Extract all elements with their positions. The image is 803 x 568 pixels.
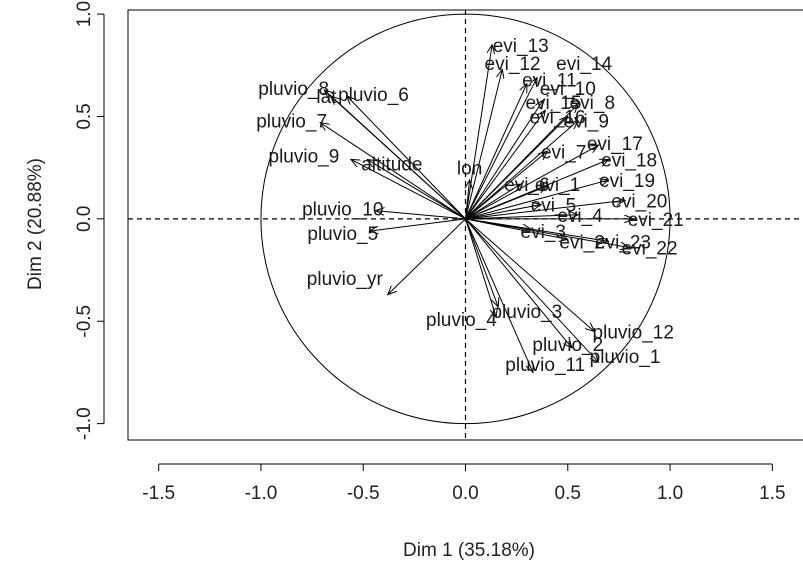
label-evi-13: evi_13 [493, 36, 549, 57]
label-evi-14: evi_14 [556, 54, 612, 75]
label-evi-20: evi_20 [611, 191, 667, 212]
x-tick-label: -1.0 [245, 483, 278, 504]
label-evi-5: evi_5 [531, 196, 576, 217]
label-evi-4: evi_4 [557, 206, 603, 227]
label-evi-19: evi_19 [599, 171, 655, 192]
arrow-evi-14 [465, 78, 538, 220]
label-pluvio-4: pluvio_4 [426, 310, 497, 331]
y-tick-label: -0.5 [74, 305, 95, 338]
y-axis: -1.0 -0.5 0.0 0.5 1.0 [74, 1, 105, 440]
label-pluvio-yr: pluvio_yr [307, 269, 384, 290]
label-evi-23: evi_23 [595, 232, 651, 253]
arrow-pluvio-5 [369, 218, 466, 231]
arrow-pluvio-10 [376, 211, 466, 220]
label-evi-11: evi_11 [522, 71, 577, 92]
label-evi-15: evi_15 [525, 93, 581, 114]
label-evi-17: evi_17 [587, 134, 643, 155]
label-evi-6: evi_6 [504, 175, 549, 196]
label-pluvio-2: pluvio_2 [532, 335, 603, 356]
label-evi-10: evi_10 [540, 79, 596, 100]
arrow-evi-19 [465, 180, 609, 220]
label-pluvio-9: pluvio_9 [269, 146, 340, 167]
plot-clip-group [128, 10, 803, 440]
arrow-pluvio-7 [320, 123, 466, 220]
x-tick-label: 1.0 [657, 483, 683, 504]
plot-frame [127, 9, 803, 441]
label-pluvio-6: pluvio_6 [338, 85, 409, 106]
x-tick-label: 1.5 [759, 483, 785, 504]
arrow-pluvio-1 [465, 218, 599, 362]
arrow-evi-7 [465, 151, 548, 220]
label-pluvio-5: pluvio_5 [307, 224, 378, 245]
x-tick-label: 0.0 [452, 483, 478, 504]
label-evi-7: evi_7 [541, 142, 586, 163]
arrow-lon [466, 180, 470, 219]
arrow-pluvio-6 [347, 96, 466, 220]
label-pluvio-10: pluvio_10 [302, 200, 383, 221]
y-tick-label: -1.0 [74, 407, 95, 440]
label-altitude: altitude [361, 155, 422, 176]
arrow-pluvio-3 [465, 218, 499, 307]
label-pluvio-3: pluvio_3 [491, 302, 562, 323]
arrow-evi-17 [465, 145, 599, 220]
x-tick-label: 0.5 [555, 483, 581, 504]
label-evi-3: evi_3 [521, 222, 566, 243]
label-evi-1: evi_1 [535, 175, 580, 196]
arrow-altitude [367, 159, 466, 220]
arrow-evi-15 [465, 110, 546, 220]
arrow-evi-5 [465, 205, 542, 220]
label-evi-2: evi_2 [559, 232, 604, 253]
label-evi-22: evi_22 [622, 239, 678, 260]
arrow-evi-9 [465, 121, 579, 220]
label-evi-16: evi_16 [530, 107, 586, 128]
x-axis-title: Dim 1 (35.18%) [403, 540, 535, 561]
arrow-pluvio-4 [465, 218, 497, 317]
label-pluvio-1: pluvio_1 [590, 347, 661, 368]
arrow-evi-12 [465, 69, 503, 219]
label-pluvio-12: pluvio_12 [593, 322, 674, 343]
arrow-evi-11 [465, 84, 527, 220]
arrow-evi-10 [465, 100, 544, 220]
arrow-pluvio-11 [465, 218, 534, 373]
y-axis-title: Dim 2 (20.88%) [25, 158, 46, 290]
arrow-evi-20 [465, 200, 626, 220]
x-tick-label: -1.5 [142, 483, 175, 504]
label-evi-9: evi_9 [563, 112, 608, 133]
label-evi-18: evi_18 [601, 150, 657, 171]
y-tick-label: 0.0 [74, 206, 95, 232]
label-evi-21: evi_21 [628, 210, 684, 231]
label-evi-12: evi_12 [485, 54, 541, 75]
arrow-pluvio-9 [351, 159, 466, 220]
arrow-evi-13 [465, 45, 493, 219]
label-pluvio-11: pluvio_11 [505, 355, 585, 376]
arrow-evi-1 [465, 186, 548, 220]
arrow-pluvio-12 [465, 218, 595, 332]
arrow-evi-16 [465, 116, 568, 220]
arrow-evi-6 [465, 184, 521, 220]
label-pluvio-8: pluvio_8 [258, 79, 329, 100]
x-tick-label: -0.5 [347, 483, 380, 504]
label-evi-8: evi_8 [570, 93, 615, 114]
arrow-evi-22 [465, 218, 630, 248]
y-tick-label: 1.0 [74, 1, 95, 27]
y-tick-label: 0.5 [74, 103, 95, 129]
label-lon: lon [457, 159, 482, 180]
arrow-pluvio-8 [324, 90, 466, 220]
arrow-pluvio-yr [388, 218, 466, 295]
arrow-evi-4 [465, 215, 579, 220]
x-axis: -1.5 -1.0 -0.5 0.0 0.5 1.0 1.5 [142, 463, 786, 504]
label-pluvio-7: pluvio_7 [256, 112, 327, 133]
label-lat: lat [316, 87, 337, 108]
arrow-pluvio-2 [465, 218, 572, 348]
